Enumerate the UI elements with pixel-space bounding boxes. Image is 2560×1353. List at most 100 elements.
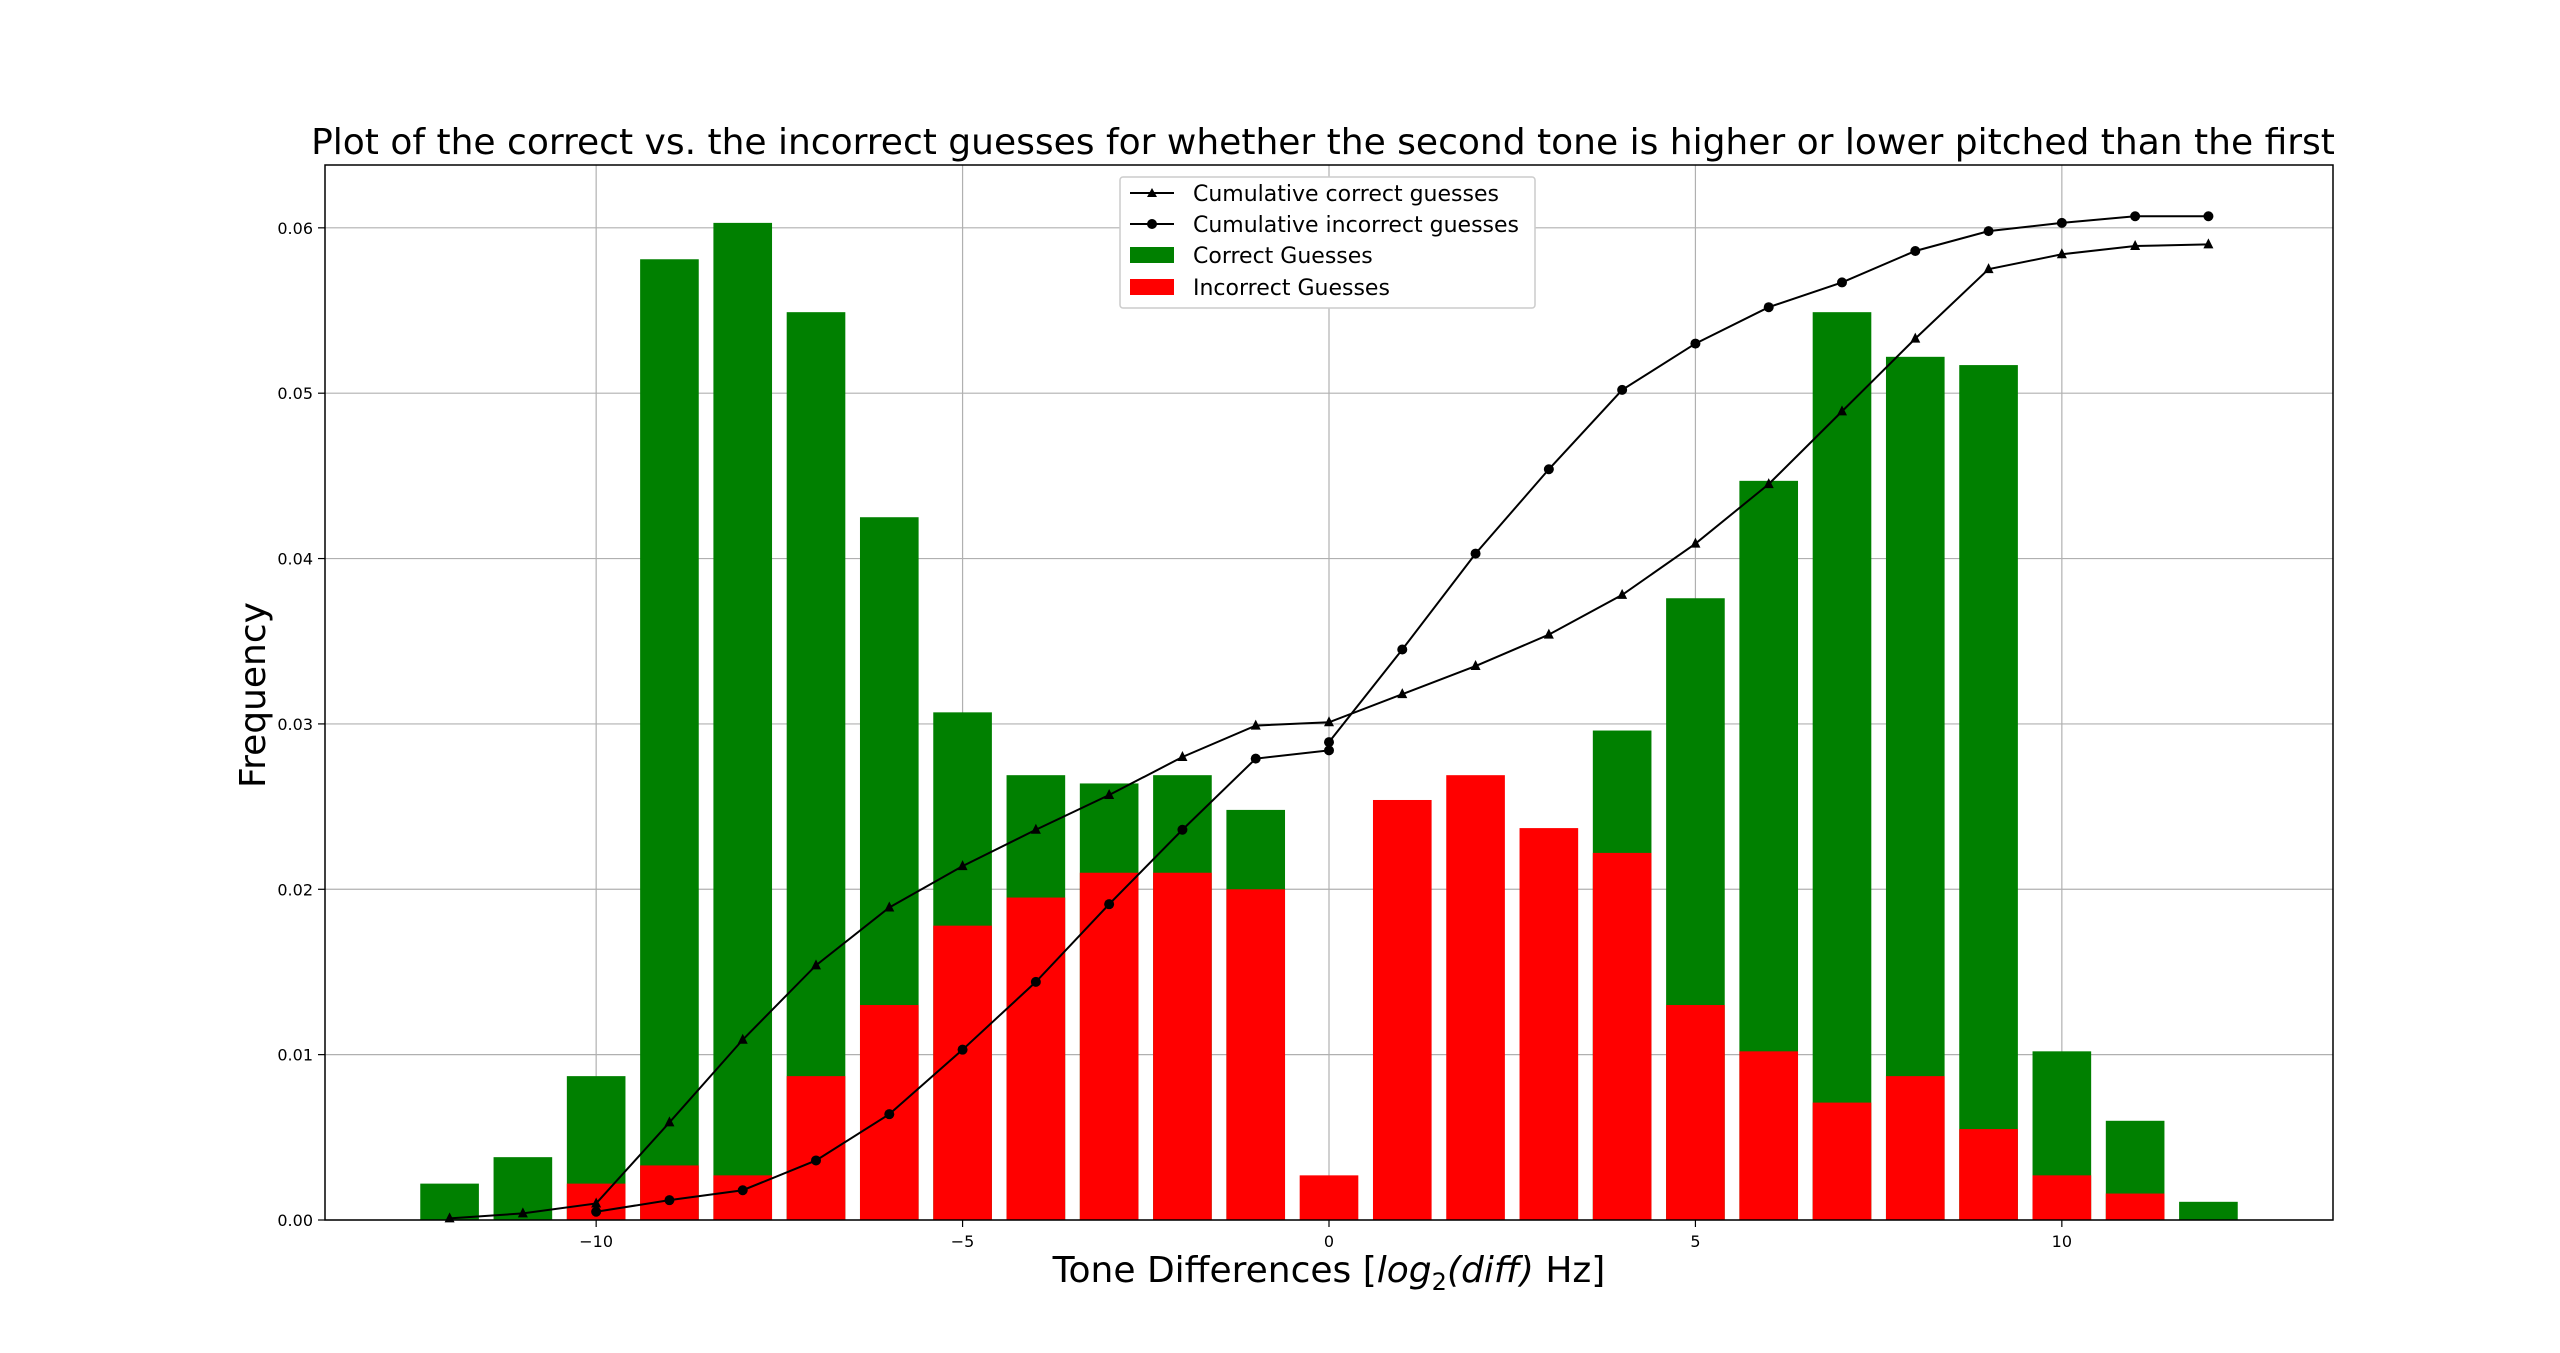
y-axis-ticks: 0.00 0.01 0.02 0.03 0.04 0.05 0.06 (277, 219, 325, 1230)
legend-box (1119, 176, 1536, 309)
cumulative-incorrect-point (884, 1109, 895, 1120)
bar-incorrect (933, 925, 992, 1220)
y-tick-label: 0.00 (277, 1211, 313, 1230)
x-tick-label: −10 (579, 1232, 613, 1251)
cumulative-correct-point (1030, 823, 1041, 834)
cumulative-correct-point (517, 1207, 528, 1218)
cumulative-correct-point (1470, 660, 1481, 671)
cumulative-incorrect-point (1030, 976, 1041, 987)
bar-incorrect (1006, 897, 1066, 1220)
x-tick-label: −5 (951, 1232, 975, 1251)
legend-label-correct-guesses: Correct Guesses (1193, 244, 1373, 269)
y-tick-label: 0.02 (277, 880, 313, 899)
cumulative-incorrect-point (1177, 824, 1188, 835)
legend: Cumulative correct guesses Cumulative in… (1119, 176, 1536, 309)
legend-item-cumulative-incorrect: Cumulative incorrect guesses (1130, 213, 1519, 238)
bar-incorrect (1885, 1076, 1945, 1220)
cumulative-incorrect-point (591, 1206, 602, 1217)
bar-incorrect (1079, 872, 1139, 1220)
legend-swatch-green (1130, 247, 1174, 263)
cumulative-incorrect-point (1470, 548, 1481, 559)
legend-item-correct-guesses: Correct Guesses (1130, 244, 1373, 269)
x-tick-label: 0 (1324, 1232, 1334, 1251)
cumulative-incorrect-point (1617, 384, 1628, 395)
cumulative-correct-point (811, 959, 822, 970)
cumulative-correct-point (664, 1116, 675, 1127)
cumulative-incorrect-point (1690, 338, 1701, 349)
cumulative-incorrect-point (1543, 464, 1554, 475)
x-axis-label-suffix: Hz] (1534, 1250, 1605, 1291)
bar-incorrect (1446, 775, 1505, 1220)
cumulative-correct-point (957, 860, 968, 871)
cumulative-incorrect-point (1397, 644, 1408, 655)
x-tick-label: 5 (1690, 1232, 1700, 1251)
bar-incorrect (1372, 799, 1432, 1220)
x-axis-label-prefix: Tone Differences [ (1052, 1250, 1377, 1291)
cumulative-incorrect-point (2056, 217, 2067, 228)
bar-incorrect (640, 1165, 699, 1220)
bar-incorrect (2105, 1193, 2165, 1220)
chart-title: Plot of the correct vs. the incorrect gu… (311, 122, 2335, 163)
legend-circle-marker (1147, 219, 1157, 229)
cumulative-incorrect-point (957, 1044, 968, 1055)
x-axis-label-log: log (1377, 1250, 1432, 1291)
cumulative-correct-point (2203, 238, 2214, 249)
bar-correct (1812, 312, 1872, 1220)
legend-label-incorrect-guesses: Incorrect Guesses (1193, 276, 1390, 301)
bar-correct (786, 312, 846, 1220)
bar-incorrect (1519, 828, 1579, 1220)
legend-item-cumulative-correct: Cumulative correct guesses (1130, 182, 1499, 207)
cumulative-correct-point (1763, 478, 1774, 489)
cumulative-lines (444, 211, 2214, 1223)
bar-incorrect (2032, 1175, 2092, 1220)
x-axis-ticks: −10 −5 0 5 10 (579, 1220, 2072, 1251)
y-tick-label: 0.05 (277, 384, 313, 403)
bar-incorrect (1812, 1102, 1872, 1220)
cumulative-correct-point (1617, 588, 1628, 599)
cumulative-incorrect-point (1324, 737, 1334, 748)
cumulative-correct-point (1250, 719, 1261, 730)
bar-incorrect (1592, 852, 1652, 1220)
cumulative-correct-point (1910, 332, 1921, 343)
x-axis-label: Tone Differences [log2(diff) Hz] (1052, 1250, 1606, 1296)
cumulative-correct-point (1397, 688, 1408, 699)
cumulative-incorrect-point (1836, 277, 1847, 288)
cumulative-correct-point (737, 1033, 748, 1044)
legend-item-incorrect-guesses: Incorrect Guesses (1130, 276, 1390, 301)
bar-incorrect (1666, 1005, 1725, 1220)
cumulative-incorrect-point (1763, 302, 1774, 313)
cumulative-correct-point (1836, 405, 1847, 416)
bar-correct (713, 222, 773, 1221)
bar-correct (640, 259, 699, 1220)
bar-incorrect (1739, 1051, 1799, 1220)
incorrect-bars (566, 775, 2165, 1220)
cumulative-correct-point (2130, 240, 2141, 251)
y-tick-label: 0.03 (277, 715, 313, 734)
bar-incorrect (1299, 1175, 1359, 1220)
legend-label-cumulative-correct: Cumulative correct guesses (1193, 182, 1499, 207)
legend-triangle-marker (1147, 188, 1157, 197)
bar-incorrect (1226, 889, 1286, 1220)
cumulative-incorrect-point (1250, 753, 1261, 764)
y-axis-label: Frequency (233, 602, 274, 788)
legend-swatch-red (1130, 279, 1174, 295)
cumulative-correct-point (1177, 750, 1188, 761)
bar-correct (2179, 1201, 2238, 1220)
cumulative-incorrect-point (664, 1195, 675, 1206)
bar-correct (1959, 365, 2018, 1221)
cumulative-incorrect-point (2203, 211, 2214, 222)
bar-incorrect (1153, 872, 1212, 1220)
cumulative-correct-point (1104, 789, 1115, 800)
x-axis-label-subscript: 2 (1432, 1268, 1447, 1296)
cumulative-incorrect-point (1324, 745, 1334, 756)
legend-label-cumulative-incorrect: Cumulative incorrect guesses (1193, 213, 1519, 238)
cumulative-incorrect-line (595, 215, 2209, 1213)
cumulative-correct-point (884, 901, 895, 912)
y-tick-label: 0.06 (277, 219, 313, 238)
bar-incorrect (1959, 1129, 2018, 1220)
cumulative-correct-point (1690, 537, 1701, 548)
cumulative-correct-point (1543, 628, 1554, 639)
y-tick-label: 0.04 (277, 550, 313, 569)
cumulative-incorrect-point (2130, 211, 2141, 222)
